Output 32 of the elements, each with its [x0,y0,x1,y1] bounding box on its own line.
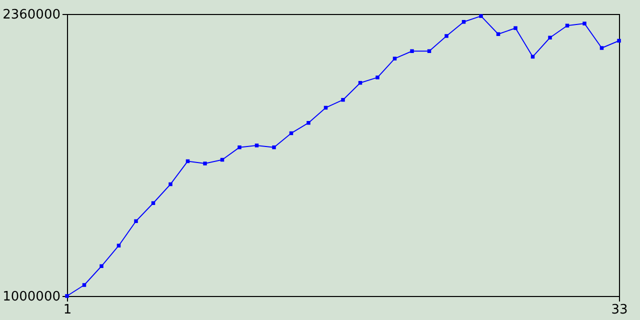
point [65,294,69,298]
point [272,145,276,150]
point [82,283,86,287]
x-tick-label: 1 [63,302,72,318]
point [134,219,138,224]
point [462,20,466,24]
point [238,145,242,150]
point [617,38,621,43]
point [376,76,380,80]
point [479,14,483,18]
point [496,32,500,36]
point [306,120,310,125]
point [100,264,104,268]
point [341,98,345,102]
point [410,49,414,53]
point [444,34,448,38]
point [600,46,604,50]
point [582,22,586,26]
point [168,182,172,186]
x-tick-label: 33 [611,302,628,318]
point [392,56,397,60]
y-tick-label: 2360000 [2,8,60,22]
y-tick-label: 1000000 [2,290,60,304]
point [548,36,552,40]
point [254,144,259,148]
point [565,24,570,28]
point [203,162,207,166]
point [514,26,518,30]
point [427,49,432,53]
line-series [65,14,621,298]
point [116,244,121,248]
point [151,201,156,205]
